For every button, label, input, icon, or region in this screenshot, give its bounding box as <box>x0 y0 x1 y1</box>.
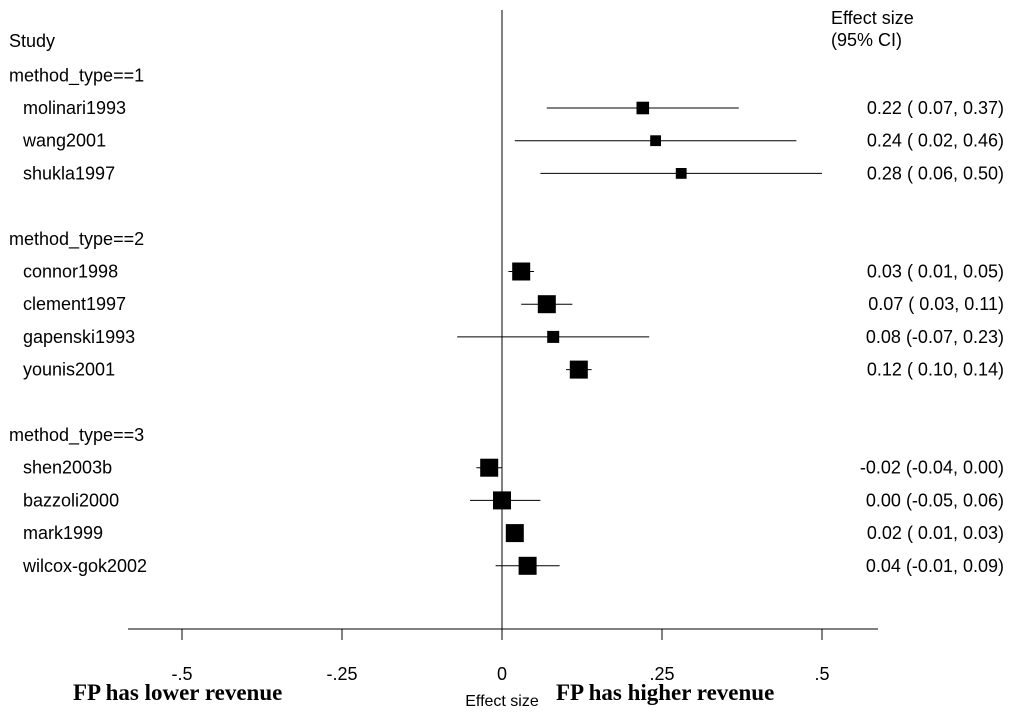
effect-size-marker <box>636 101 650 115</box>
effect-size-marker <box>480 458 499 477</box>
effect-size-value: 0.22 ( 0.07, 0.37) <box>867 98 1004 118</box>
x-axis-tick-label: -.5 <box>171 664 192 684</box>
effect-size-marker <box>537 295 556 314</box>
effect-size-value: 0.04 (-0.01, 0.09) <box>866 556 1004 576</box>
effect-size-value: 0.12 ( 0.10, 0.14) <box>867 360 1004 380</box>
x-axis-tick-label: -.25 <box>326 664 357 684</box>
effect-size-value: 0.02 ( 0.01, 0.03) <box>867 523 1004 543</box>
study-column-header: Study <box>9 31 55 51</box>
effect-size-marker <box>675 168 687 179</box>
study-name: clement1997 <box>23 294 126 314</box>
effect-size-marker <box>650 135 661 147</box>
x-axis-tick-label: .25 <box>649 664 674 684</box>
effect-size-value: -0.02 (-0.04, 0.00) <box>860 458 1004 478</box>
effect-size-value: 0.28 ( 0.06, 0.50) <box>867 163 1004 183</box>
study-name: bazzoli2000 <box>23 490 119 510</box>
effect-size-marker <box>518 556 537 575</box>
effect-size-marker <box>569 360 588 379</box>
study-name: wilcox-gok2002 <box>22 556 147 576</box>
effect-size-marker <box>493 491 511 510</box>
effect-size-marker <box>547 330 560 343</box>
group-label: method_type==1 <box>9 65 144 86</box>
left-side-label: FP has lower revenue <box>73 680 282 705</box>
group-label: method_type==2 <box>9 229 144 250</box>
effect-size-marker <box>512 262 531 281</box>
study-name: mark1999 <box>23 523 103 543</box>
study-name: gapenski1993 <box>23 327 135 347</box>
study-name: molinari1993 <box>23 98 126 118</box>
study-name: connor1998 <box>23 262 118 282</box>
study-name: shukla1997 <box>23 163 115 183</box>
study-name: younis2001 <box>23 360 115 380</box>
effect-column-subheader: (95% CI) <box>831 30 902 50</box>
effect-size-value: 0.03 ( 0.01, 0.05) <box>867 262 1004 282</box>
effect-size-value: 0.07 ( 0.03, 0.11) <box>868 294 1004 314</box>
study-name: wang2001 <box>22 131 106 151</box>
x-axis-label: Effect size <box>465 693 539 710</box>
group-label: method_type==3 <box>9 425 144 446</box>
effect-size-value: 0.00 (-0.05, 0.06) <box>866 490 1004 510</box>
study-name: shen2003b <box>23 458 112 478</box>
effect-size-marker <box>505 524 524 543</box>
right-side-label: FP has higher revenue <box>556 680 774 705</box>
effect-column-header: Effect size <box>831 8 914 28</box>
effect-size-value: 0.08 (-0.07, 0.23) <box>866 327 1004 347</box>
effect-size-value: 0.24 ( 0.02, 0.46) <box>867 131 1004 151</box>
x-axis-tick-label: 0 <box>497 664 507 684</box>
x-axis-tick-label: .5 <box>814 664 829 684</box>
